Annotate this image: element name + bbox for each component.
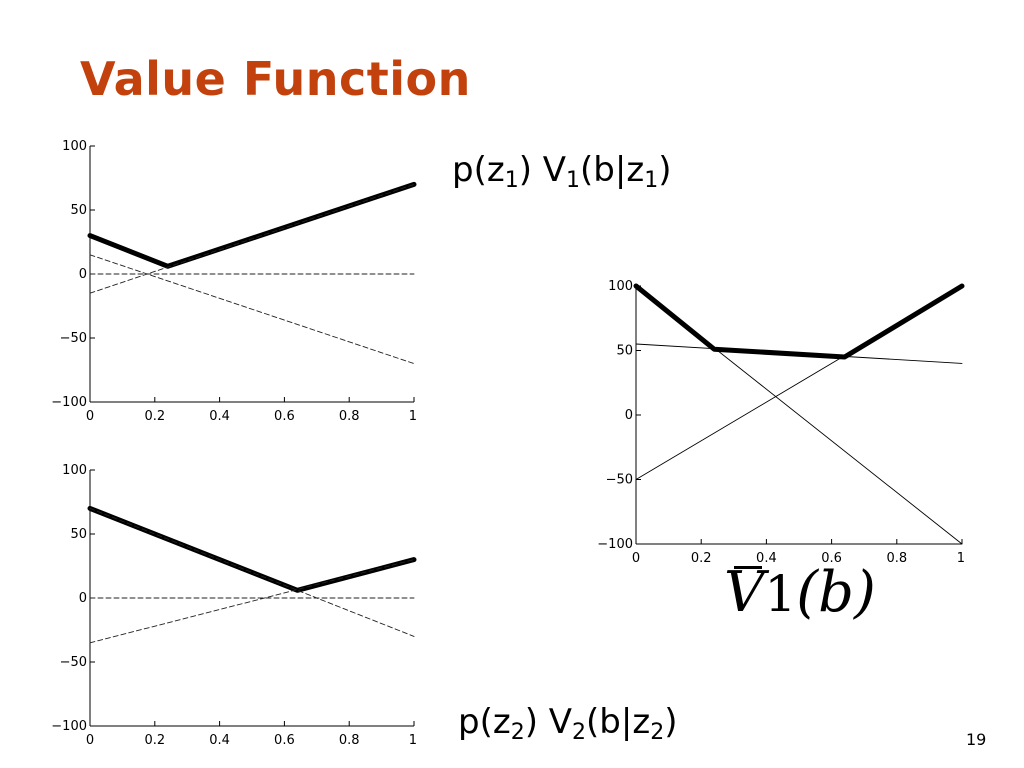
y-tick-label: 0	[79, 591, 87, 606]
x-tick-label: 0.2	[144, 733, 165, 748]
label-right-formula: V1(b)	[724, 560, 876, 625]
x-tick-label: 0.2	[691, 551, 712, 566]
x-tick-label: 0.4	[209, 409, 230, 424]
y-tick-label: 50	[70, 527, 87, 542]
x-tick-label: 0.6	[821, 551, 842, 566]
y-tick-label: −50	[60, 655, 87, 670]
x-tick-label: 1	[957, 551, 965, 566]
slide-title: Value Function	[80, 52, 471, 106]
y-tick-label: 0	[79, 267, 87, 282]
y-tick-label: 100	[608, 279, 633, 294]
x-tick-label: 0.8	[886, 551, 907, 566]
y-tick-label: 50	[616, 344, 633, 359]
page-number: 19	[966, 730, 987, 749]
y-tick-label: −100	[51, 395, 87, 410]
series-line-thin	[635, 285, 963, 545]
x-tick-label: 0.2	[144, 409, 165, 424]
x-tick-label: 1	[409, 409, 417, 424]
series-line-dashed	[89, 183, 415, 294]
x-tick-label: 0	[86, 733, 94, 748]
y-tick-label: −50	[60, 331, 87, 346]
y-tick-label: −100	[51, 719, 87, 734]
x-tick-label: 1	[409, 733, 417, 748]
series-line-dashed	[89, 254, 415, 365]
x-tick-label: 0.4	[756, 551, 777, 566]
x-tick-label: 0.6	[274, 733, 295, 748]
series-line-thin	[635, 343, 963, 364]
label-bottom-formula: p(z2) V2(b|z2)	[458, 702, 678, 745]
x-tick-label: 0.8	[339, 409, 360, 424]
series-line-thick	[87, 181, 417, 269]
series-line-dashed	[89, 507, 415, 637]
label-top-formula: p(z1) V1(b|z1)	[452, 150, 672, 193]
y-tick-label: 100	[62, 463, 87, 478]
series-line-dashed	[89, 559, 415, 644]
y-tick-label: −50	[606, 473, 633, 488]
x-tick-label: 0.8	[339, 733, 360, 748]
series-line-thin	[635, 285, 963, 480]
x-tick-label: 0	[632, 551, 640, 566]
x-tick-label: 0.4	[209, 733, 230, 748]
y-tick-label: 100	[62, 139, 87, 154]
x-tick-label: 0.6	[274, 409, 295, 424]
series-line-thick	[633, 283, 965, 360]
y-tick-label: 50	[70, 203, 87, 218]
y-tick-label: 0	[625, 408, 633, 423]
y-tick-label: −100	[597, 537, 633, 552]
x-tick-label: 0	[86, 409, 94, 424]
